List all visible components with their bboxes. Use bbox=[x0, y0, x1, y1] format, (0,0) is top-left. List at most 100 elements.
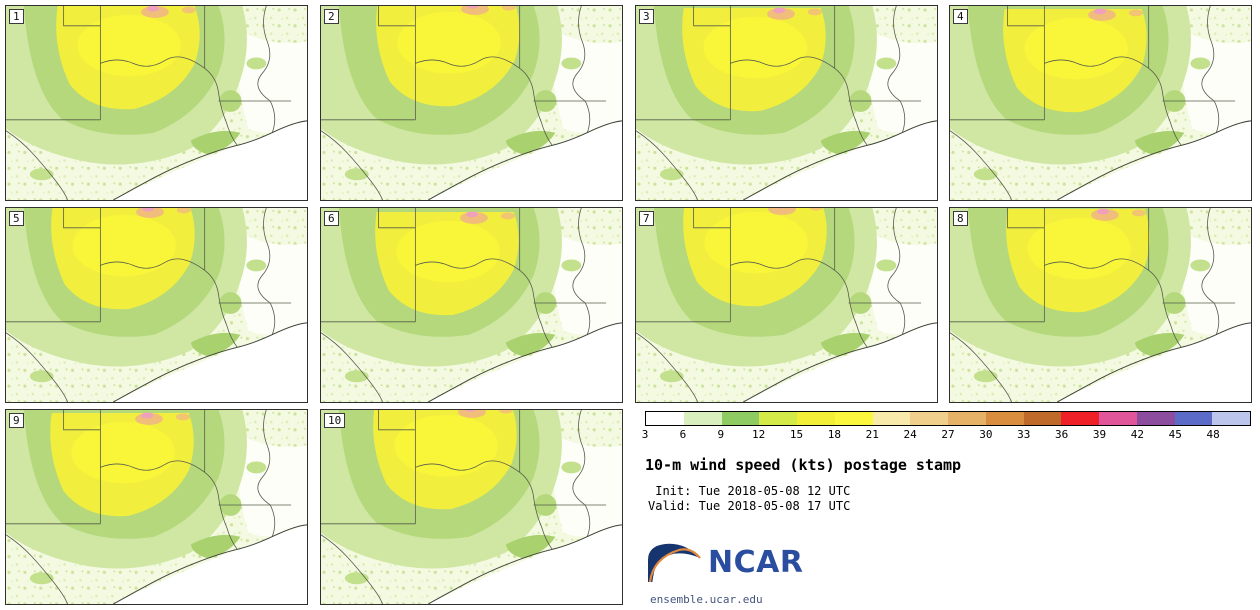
gulf-of-mexico bbox=[428, 322, 622, 402]
ncar-logo-white-arc bbox=[652, 553, 676, 583]
valid-time: Valid: Tue 2018-05-08 17 UTC bbox=[648, 499, 851, 513]
state-borders bbox=[636, 208, 922, 348]
gulf-of-mexico bbox=[743, 120, 937, 200]
colorbar-tick: 48 bbox=[1206, 428, 1220, 441]
init-time: Init: Tue 2018-05-08 12 UTC bbox=[648, 484, 851, 498]
colorbar-segment bbox=[872, 412, 911, 425]
wind-speed-core bbox=[56, 6, 200, 110]
member-number-label: 8 bbox=[953, 211, 968, 226]
colorbar-tick: 24 bbox=[903, 428, 917, 441]
coastline bbox=[428, 120, 622, 200]
member-number-label: 2 bbox=[324, 9, 339, 24]
gulf-of-mexico bbox=[1057, 120, 1251, 200]
colorbar-ticks: 3 6 9 12 15 18 21 24 27 30 33 36 39 42 45 48 bbox=[641, 428, 1251, 442]
rio-grande-border bbox=[950, 130, 1012, 200]
coastline bbox=[113, 322, 307, 402]
map-panel-member-4: 4 bbox=[949, 5, 1252, 201]
colorbar-tick: 9 bbox=[717, 428, 725, 441]
gulf-of-mexico bbox=[113, 120, 307, 200]
rio-grande-border bbox=[950, 332, 1012, 402]
wind-speed-map bbox=[6, 6, 307, 200]
ncar-logo-icon bbox=[648, 543, 701, 583]
colorbar-segment bbox=[683, 412, 722, 425]
coastline bbox=[743, 322, 937, 402]
wind-speed-map bbox=[636, 208, 937, 402]
state-borders bbox=[6, 410, 292, 550]
wind-speed-shading bbox=[321, 6, 622, 181]
gulf-of-mexico bbox=[113, 322, 307, 402]
coastline bbox=[113, 524, 307, 604]
colorbar-segment bbox=[797, 412, 835, 425]
colorbar-tick: 30 bbox=[979, 428, 993, 441]
coastline bbox=[113, 120, 307, 200]
rio-grande-border bbox=[6, 534, 68, 604]
colorbar-segment bbox=[1099, 412, 1137, 425]
state-borders bbox=[6, 208, 292, 348]
wind-speed-map bbox=[6, 410, 307, 604]
rio-grande-border bbox=[6, 332, 68, 402]
colorbar-tick: 33 bbox=[1017, 428, 1031, 441]
gulf-of-mexico bbox=[743, 322, 937, 402]
gulf-of-mexico bbox=[428, 524, 622, 604]
colorbar-segment bbox=[759, 412, 797, 425]
gulf-of-mexico bbox=[428, 120, 622, 200]
colorbar-tick: 27 bbox=[941, 428, 955, 441]
state-borders bbox=[950, 6, 1236, 146]
ncar-brand: NCAR bbox=[645, 540, 803, 584]
rio-grande-border bbox=[321, 332, 383, 402]
colorbar-tick: 3 bbox=[641, 428, 649, 441]
rio-grande-border bbox=[321, 534, 383, 604]
rio-grande-border bbox=[6, 130, 68, 200]
wind-speed-map bbox=[321, 410, 622, 604]
map-panel-member-3: 3 bbox=[635, 5, 938, 201]
wind-speed-shading bbox=[321, 208, 622, 383]
wind-speed-core bbox=[51, 208, 195, 310]
wind-speed-shading bbox=[6, 6, 307, 181]
map-panel-member-10: 10 bbox=[320, 409, 623, 605]
ncar-logo-text: NCAR bbox=[708, 544, 804, 580]
map-panel-member-1: 1 bbox=[5, 5, 308, 201]
colorbar-segment bbox=[1061, 412, 1099, 425]
colorbar-segment bbox=[1136, 412, 1175, 425]
wind-speed-map bbox=[321, 6, 622, 200]
member-number-label: 7 bbox=[639, 211, 654, 226]
wind-speed-core bbox=[375, 211, 519, 316]
colorbar-tick: 39 bbox=[1092, 428, 1107, 441]
colorbar-tick: 18 bbox=[827, 428, 841, 441]
state-borders bbox=[321, 410, 607, 550]
member-number-label: 5 bbox=[9, 211, 24, 226]
colorbar-segment bbox=[834, 412, 873, 425]
wind-speed-core bbox=[376, 6, 520, 107]
wind-speed-core bbox=[1003, 8, 1147, 113]
gulf-of-mexico bbox=[1057, 322, 1251, 402]
colorbar-segment bbox=[910, 412, 948, 425]
colorbar-segment bbox=[985, 412, 1024, 425]
site-url: ensemble.ucar.edu bbox=[650, 593, 763, 606]
wind-speed-map bbox=[950, 6, 1251, 200]
state-borders bbox=[321, 208, 607, 348]
member-number-label: 9 bbox=[9, 413, 24, 428]
colorbar bbox=[645, 411, 1251, 426]
rio-grande-border bbox=[636, 130, 698, 200]
colorbar-tick: 6 bbox=[679, 428, 687, 441]
colorbar-tick: 21 bbox=[865, 428, 879, 441]
state-borders bbox=[6, 6, 292, 146]
wind-speed-core bbox=[682, 7, 826, 112]
coastline bbox=[428, 524, 622, 604]
member-number-label: 6 bbox=[324, 211, 339, 226]
colorbar-segment bbox=[1023, 412, 1062, 425]
colorbar-tick: 36 bbox=[1055, 428, 1069, 441]
wind-speed-core bbox=[1006, 208, 1150, 313]
rio-grande-border bbox=[321, 130, 383, 200]
member-number-label: 4 bbox=[953, 9, 968, 24]
wind-speed-core bbox=[373, 410, 517, 510]
plot-title: 10-m wind speed (kts) postage stamp bbox=[645, 456, 962, 474]
state-borders bbox=[321, 6, 607, 146]
wind-speed-map bbox=[636, 6, 937, 200]
ncar-logo-orange-arc bbox=[648, 548, 701, 583]
colorbar-tick: 42 bbox=[1130, 428, 1144, 441]
ncar-logo-sail bbox=[648, 543, 700, 582]
wind-speed-shading bbox=[950, 6, 1251, 181]
map-panel-member-9: 9 bbox=[5, 409, 308, 605]
